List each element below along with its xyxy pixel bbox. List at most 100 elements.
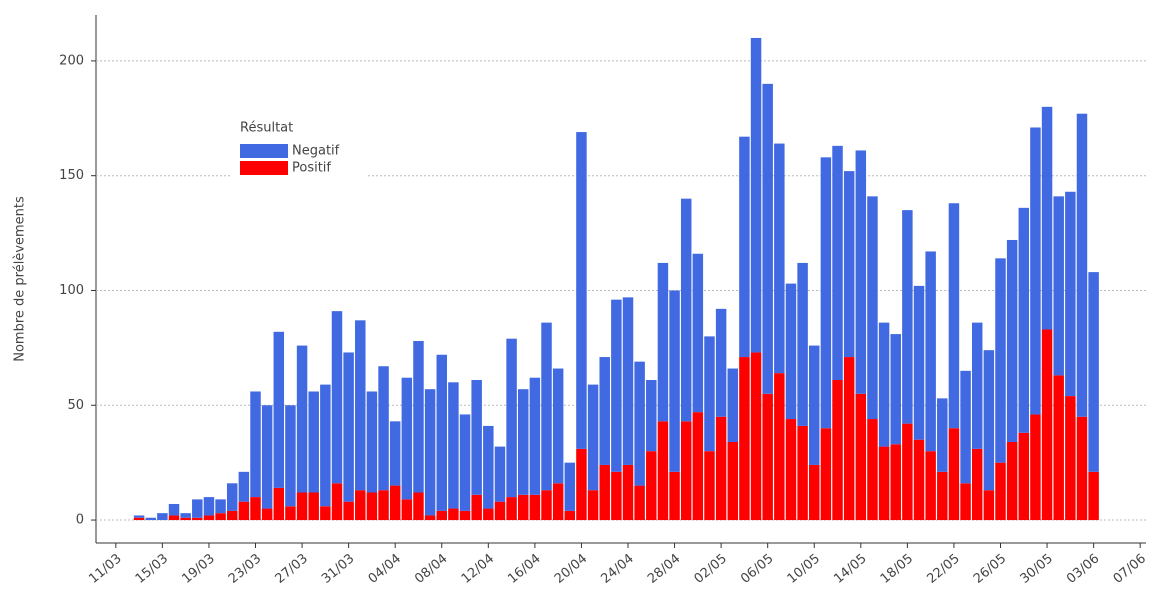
y-tick-label: 150 xyxy=(59,168,84,183)
bar-segment xyxy=(576,448,587,521)
bar-segment xyxy=(343,352,354,502)
bar-segment xyxy=(238,471,250,502)
bar-segment xyxy=(366,391,378,493)
bar-segment xyxy=(133,517,145,521)
bar-segment xyxy=(168,515,180,521)
bar-segment xyxy=(704,451,715,521)
bar-segment xyxy=(762,393,773,521)
bar-segment xyxy=(483,425,494,509)
bar-segment xyxy=(1053,375,1064,521)
legend: Résultat Negatif Positif xyxy=(232,112,367,182)
bar-segment xyxy=(715,416,727,521)
bar-segment xyxy=(203,515,215,521)
bar-segment xyxy=(273,487,285,521)
x-tick-label: 16/04 xyxy=(505,551,543,587)
legend-swatch xyxy=(240,161,288,175)
bar-segment xyxy=(494,446,506,502)
bar-segment xyxy=(226,510,238,521)
bar-segment xyxy=(308,391,319,493)
bar-segment xyxy=(774,373,785,521)
bar-segment xyxy=(424,389,436,516)
bar-segment xyxy=(133,515,145,518)
bar-segment xyxy=(180,517,191,521)
bar-segment xyxy=(948,428,960,521)
bar-segment xyxy=(1041,329,1053,521)
bar-segment xyxy=(494,501,506,521)
bar-segment xyxy=(832,380,843,521)
bar-segment xyxy=(459,414,471,511)
bar-segment xyxy=(622,297,634,465)
bar-segment xyxy=(797,425,808,521)
x-tick-label: 30/05 xyxy=(1018,551,1056,587)
bar-segment xyxy=(343,501,354,521)
bar-segment xyxy=(541,490,552,521)
x-tick-label: 06/05 xyxy=(738,551,776,587)
bar-segment xyxy=(1030,414,1041,521)
x-tick-label: 04/04 xyxy=(366,551,404,587)
bar-segment xyxy=(436,510,447,521)
bar-segment xyxy=(226,483,238,511)
bar-segment xyxy=(203,497,215,516)
bar-segment xyxy=(517,494,529,521)
bar-segment xyxy=(471,494,482,521)
bar-segment xyxy=(890,444,901,521)
bar-segment xyxy=(960,483,971,521)
bar-segment xyxy=(529,494,541,521)
bar-segment xyxy=(308,492,319,521)
bar-segment xyxy=(587,384,599,491)
bar-segment xyxy=(250,497,261,521)
bar-segment xyxy=(401,377,413,500)
bar-segment xyxy=(878,322,890,447)
bar-segment xyxy=(669,471,680,521)
bar-segment xyxy=(937,398,948,472)
bar-segment xyxy=(646,380,657,452)
bar-segment xyxy=(1041,106,1053,330)
bar-segment xyxy=(657,421,669,521)
bar-segment xyxy=(331,483,343,521)
legend-swatch xyxy=(240,144,288,158)
bar-segment xyxy=(843,357,855,521)
bar-segment xyxy=(389,485,401,521)
bar-segment xyxy=(855,150,867,394)
bar-segment xyxy=(483,508,494,521)
bar-segment xyxy=(192,517,203,521)
bar-segment xyxy=(145,517,156,521)
bar-segment xyxy=(832,145,843,381)
bar-segment xyxy=(692,412,704,521)
bar-segment xyxy=(715,308,727,417)
bar-segment xyxy=(867,196,878,420)
bar-segment xyxy=(261,508,273,521)
x-tick-label: 27/03 xyxy=(273,551,311,587)
bar-segment xyxy=(506,497,517,521)
x-tick-label: 15/03 xyxy=(133,551,171,587)
bar-segment xyxy=(296,492,308,521)
x-tick-label: 02/05 xyxy=(692,551,730,587)
bar-segment xyxy=(401,499,413,521)
bar-segment xyxy=(902,423,913,521)
x-tick-label: 26/05 xyxy=(971,551,1009,587)
bar-segment xyxy=(855,393,867,521)
bar-segment xyxy=(971,448,983,521)
bar-segment xyxy=(971,322,983,449)
bar-segment xyxy=(587,490,599,521)
bar-segment xyxy=(564,510,576,521)
bar-segment xyxy=(983,350,995,491)
bar-segment xyxy=(285,506,296,521)
bar-segment xyxy=(1076,113,1088,417)
bar-segment xyxy=(646,451,657,521)
bar-segment xyxy=(576,132,587,449)
bar-segment xyxy=(809,464,820,521)
bar-segment xyxy=(1006,239,1018,442)
bar-segment xyxy=(529,377,541,495)
bar-segment xyxy=(948,203,960,429)
x-tick-label: 11/03 xyxy=(86,551,124,587)
bar-segment xyxy=(413,340,424,493)
bar-segment xyxy=(320,506,331,521)
y-tick-label: 100 xyxy=(59,283,84,298)
bar-segment xyxy=(657,262,669,422)
bar-segment xyxy=(238,501,250,521)
x-tick-label: 23/03 xyxy=(226,551,264,587)
bar-segment xyxy=(389,421,401,486)
bar-segment xyxy=(820,157,832,429)
bar-segment xyxy=(739,357,750,521)
